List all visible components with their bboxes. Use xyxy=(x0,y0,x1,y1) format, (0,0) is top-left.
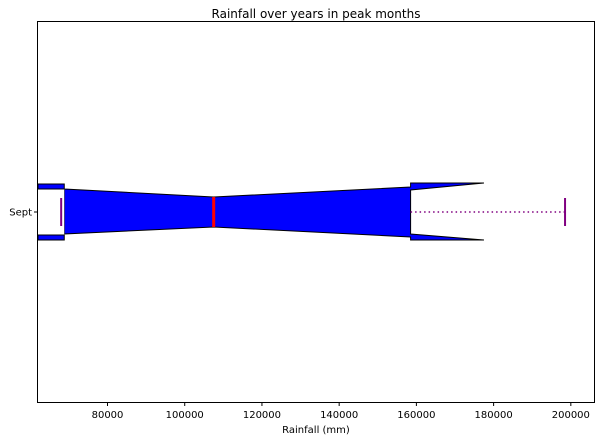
x-axis-label: Rainfall (mm) xyxy=(282,425,350,436)
box-layer xyxy=(37,182,567,241)
x-tick-label: 200000 xyxy=(552,410,590,421)
x-tick-label: 160000 xyxy=(397,410,435,421)
x-tick-label: 140000 xyxy=(320,410,358,421)
chart-title: Rainfall over years in peak months xyxy=(212,7,421,21)
notch-gap xyxy=(38,189,65,235)
x-tick-label: 100000 xyxy=(166,410,204,421)
plot-frame xyxy=(37,21,595,403)
x-tick-label: 180000 xyxy=(475,410,513,421)
x-tick-label: 80000 xyxy=(92,410,124,421)
x-tick-label: 120000 xyxy=(243,410,281,421)
x-axis-ticks: 80000 100000 120000 140000 160000 180000 20000… xyxy=(92,402,590,421)
y-tick-label: Sept xyxy=(9,208,32,219)
